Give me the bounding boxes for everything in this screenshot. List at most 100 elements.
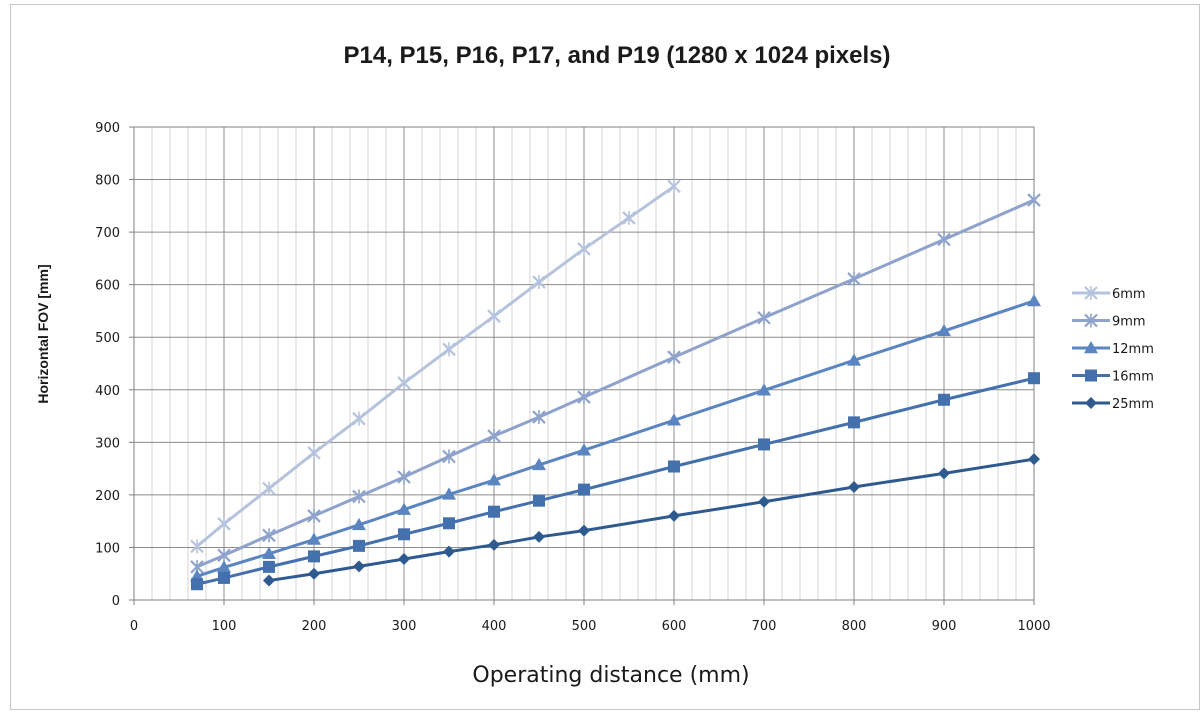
y-tick-label: 500 xyxy=(95,331,120,346)
y-tick-label: 600 xyxy=(95,279,120,294)
data-point-12mm xyxy=(667,413,681,426)
legend: 6mm 9mm 12mm 16mm 25mm xyxy=(1072,286,1154,412)
data-point-6mm xyxy=(577,241,591,256)
data-point-16mm xyxy=(533,494,545,507)
data-point-6mm xyxy=(352,411,366,426)
data-point-6mm xyxy=(442,342,456,357)
data-point-9mm xyxy=(847,271,861,286)
x-axis-ticks: 0 100 200 300 400 500 600 700 800 900 1000 xyxy=(130,600,1051,634)
data-point-6mm xyxy=(397,375,411,390)
legend-label: 16mm xyxy=(1112,370,1154,385)
series-16mm xyxy=(191,372,1040,591)
series-12mm xyxy=(190,293,1041,582)
data-point-6mm xyxy=(667,179,681,194)
data-point-12mm xyxy=(352,517,366,531)
data-point-6mm xyxy=(532,275,546,290)
data-point-12mm xyxy=(397,502,411,515)
data-point-25mm xyxy=(938,467,950,480)
legend-item-9mm: 9mm xyxy=(1072,313,1146,330)
legend-swatch-marker xyxy=(1084,341,1098,354)
data-point-12mm xyxy=(532,457,546,471)
data-point-16mm xyxy=(191,578,203,591)
data-point-12mm xyxy=(577,443,591,456)
data-point-16mm xyxy=(263,560,275,573)
x-tick-label: 100 xyxy=(212,619,237,634)
data-point-16mm xyxy=(398,528,410,541)
data-point-16mm xyxy=(848,416,860,429)
legend-swatch-marker xyxy=(1085,397,1097,409)
data-point-9mm xyxy=(397,470,411,485)
data-point-16mm xyxy=(578,483,590,496)
data-point-25mm xyxy=(533,530,545,543)
legend-item-25mm: 25mm xyxy=(1072,397,1154,412)
x-axis-label: Operating distance (mm) xyxy=(472,663,749,688)
y-tick-label: 300 xyxy=(95,436,120,451)
data-point-9mm xyxy=(937,232,951,247)
x-tick-label: 700 xyxy=(752,619,777,634)
data-point-25mm xyxy=(488,538,500,551)
data-point-6mm xyxy=(217,516,231,531)
data-point-25mm xyxy=(1028,453,1040,466)
legend-item-6mm: 6mm xyxy=(1072,286,1146,302)
data-point-9mm xyxy=(577,390,591,405)
data-point-12mm xyxy=(1027,293,1041,307)
y-tick-label: 400 xyxy=(95,384,120,399)
x-tick-label: 900 xyxy=(932,619,957,634)
data-point-25mm xyxy=(308,567,320,580)
x-tick-label: 1000 xyxy=(1017,619,1050,634)
legend-label: 25mm xyxy=(1112,397,1154,412)
y-tick-label: 900 xyxy=(95,121,120,136)
data-point-16mm xyxy=(1028,372,1040,385)
legend-item-12mm: 12mm xyxy=(1072,341,1154,357)
data-point-16mm xyxy=(668,460,680,473)
data-point-12mm xyxy=(262,546,276,560)
legend-label: 12mm xyxy=(1112,342,1154,357)
x-tick-label: 0 xyxy=(130,619,138,634)
grid-major xyxy=(134,127,1034,600)
chart-frame xyxy=(10,4,1200,710)
data-point-6mm xyxy=(487,309,501,324)
y-axis-ticks: 0 100 200 300 400 500 600 700 800 900 xyxy=(95,121,134,609)
data-point-9mm xyxy=(262,528,276,543)
data-point-12mm xyxy=(937,323,951,337)
data-point-25mm xyxy=(353,560,365,573)
data-point-25mm xyxy=(398,553,410,566)
data-point-9mm xyxy=(757,310,771,325)
x-tick-label: 300 xyxy=(392,619,417,634)
data-point-25mm xyxy=(263,574,275,587)
data-point-16mm xyxy=(758,438,770,451)
series-9mm xyxy=(190,193,1041,574)
legend-swatch-marker xyxy=(1084,286,1098,300)
data-point-16mm xyxy=(353,539,365,552)
data-point-12mm xyxy=(442,487,456,500)
series-line-6mm xyxy=(196,185,675,548)
data-point-12mm xyxy=(217,560,231,573)
y-axis-label: Horizontal FOV [mm] xyxy=(35,264,51,403)
data-point-6mm xyxy=(622,210,636,225)
series-25mm xyxy=(263,453,1040,587)
legend-item-16mm: 16mm xyxy=(1072,369,1154,385)
grid-minor xyxy=(151,127,1017,600)
x-tick-label: 200 xyxy=(302,619,327,634)
data-point-16mm xyxy=(218,571,230,584)
x-tick-label: 500 xyxy=(572,619,597,634)
data-point-9mm xyxy=(217,548,231,563)
x-tick-label: 400 xyxy=(482,619,507,634)
y-tick-label: 700 xyxy=(95,226,120,241)
data-point-16mm xyxy=(308,550,320,563)
chart-title: P14, P15, P16, P17, and P19 (1280 x 1024… xyxy=(343,42,890,69)
data-point-12mm xyxy=(307,532,321,545)
data-point-16mm xyxy=(938,393,950,406)
series-6mm xyxy=(190,179,681,554)
data-point-25mm xyxy=(848,481,860,494)
data-point-16mm xyxy=(488,505,500,518)
data-point-6mm xyxy=(307,445,321,460)
data-point-16mm xyxy=(443,517,455,530)
data-point-6mm xyxy=(190,539,204,554)
legend-swatch-marker xyxy=(1085,369,1097,382)
data-point-12mm xyxy=(487,473,501,486)
data-point-25mm xyxy=(758,495,770,508)
data-point-25mm xyxy=(668,509,680,522)
data-point-9mm xyxy=(307,508,321,523)
